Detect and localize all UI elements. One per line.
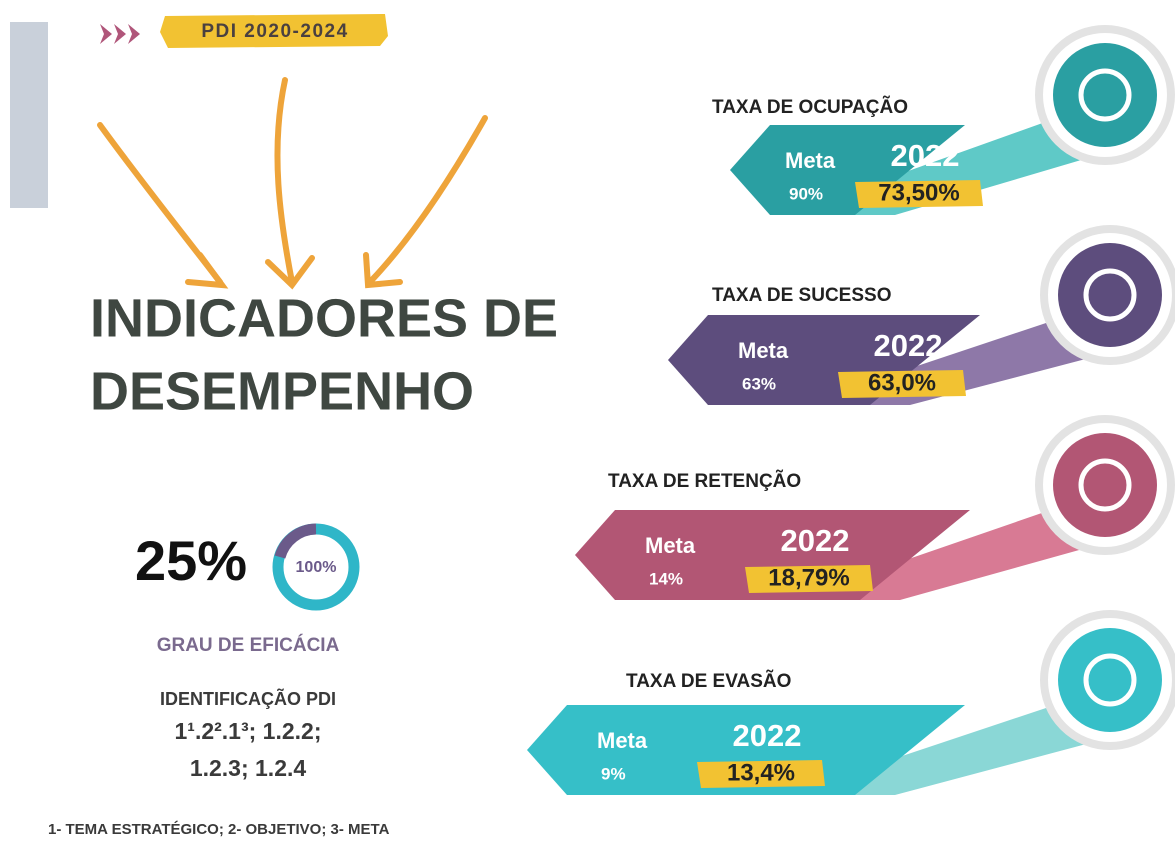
icon [1053, 43, 1157, 147]
indicator-label: TAXA DE OCUPAÇÃO [712, 96, 908, 118]
icon-glyph [1083, 268, 1137, 322]
badge: PDI 2020-2024 [201, 21, 348, 42]
icon-glyph [1078, 68, 1132, 122]
year: 2022 [891, 138, 960, 173]
indicator-label: TAXA DE EVASÃO [626, 670, 791, 692]
ring-label: 100% [296, 559, 337, 576]
year: 2022 [874, 328, 943, 363]
result: 13,4% [727, 759, 795, 786]
icon [1058, 628, 1162, 732]
identification-line: 1.2.3; 1.2.4 [190, 755, 307, 781]
result: 63,0% [868, 369, 936, 396]
band [730, 125, 965, 215]
band [527, 705, 965, 795]
icon-glyph [1083, 653, 1137, 707]
meta-label: Meta [597, 728, 648, 753]
meta-label: Meta [785, 148, 836, 173]
title-line: DESEMPENHO [90, 361, 474, 421]
meta-value: 14% [649, 569, 683, 588]
indicator-label: TAXA DE SUCESSO [712, 285, 891, 306]
result-highlight [697, 760, 825, 788]
efficacy-value: 25% [135, 529, 247, 592]
identification-line: 1¹.2².1³; 1.2.2; [175, 718, 322, 744]
identification-label: IDENTIFICAÇÃO PDI [160, 688, 336, 709]
meta-value: 9% [601, 764, 626, 783]
title-line: INDICADORES DE [90, 288, 558, 348]
result-highlight [838, 370, 966, 398]
result: 73,50% [878, 179, 959, 206]
arrows [97, 77, 488, 290]
side-bar [10, 22, 48, 208]
icon [1058, 243, 1162, 347]
ring-segment [274, 523, 317, 559]
result: 18,79% [768, 564, 849, 591]
indicator-label: TAXA DE RETENÇÃO [608, 470, 801, 492]
band [668, 315, 980, 405]
meta-value: 90% [789, 184, 823, 203]
efficacy-label: GRAU DE EFICÁCIA [157, 634, 340, 656]
result-highlight [855, 180, 983, 208]
result-highlight [745, 565, 873, 593]
icon [1053, 433, 1157, 537]
meta-label: Meta [738, 338, 789, 363]
meta-value: 63% [742, 374, 776, 393]
badge-highlight [160, 14, 388, 48]
meta-label: Meta [645, 533, 696, 558]
icon-glyph [1078, 458, 1132, 512]
chevrons [100, 24, 140, 44]
year: 2022 [781, 523, 850, 558]
year: 2022 [733, 718, 802, 753]
footnote: 1- TEMA ESTRATÉGICO; 2- OBJETIVO; 3- MET… [48, 821, 390, 838]
